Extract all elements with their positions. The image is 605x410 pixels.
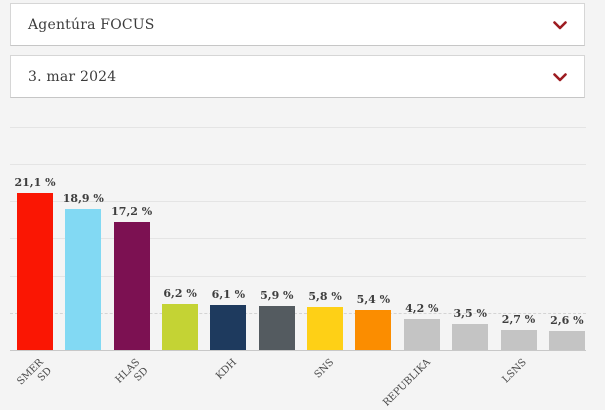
x-axis-label-hlas-sd: HLAS SD	[113, 357, 151, 386]
bar-unlabeled-2[interactable]	[65, 209, 102, 350]
date-select[interactable]: 3. mar 2024	[10, 55, 585, 98]
bar-value-label: 2,6 %	[550, 313, 584, 327]
x-axis-label-sns: SNS	[312, 357, 336, 381]
bar-unlabeled-6[interactable]	[258, 306, 295, 350]
x-axis-line	[10, 350, 586, 351]
bar-kdh[interactable]	[210, 304, 247, 350]
bar-unlabeled-12[interactable]	[548, 330, 585, 350]
bar-value-label: 5,8 %	[308, 289, 342, 303]
gridline-20pct	[10, 201, 586, 202]
bar-value-label: 2,7 %	[501, 312, 536, 326]
gridline-10pct	[10, 276, 586, 277]
bar-value-label: 17,2 %	[111, 204, 153, 218]
agency-select-value: Agentúra FOCUS	[28, 16, 155, 33]
bar-sns[interactable]	[307, 306, 344, 350]
bar-hlas-sd[interactable]	[113, 221, 150, 350]
x-axis-label-kdh: KDH	[214, 357, 240, 382]
x-axis-label-republika: REPUBLIKA	[380, 357, 433, 409]
bar-value-label: 5,9 %	[260, 289, 294, 302]
bar-unlabeled-10[interactable]	[452, 323, 489, 350]
bar-value-label: 18,9 %	[62, 192, 104, 206]
bar-unlabeled-8[interactable]	[355, 309, 392, 350]
bar-unlabeled-4[interactable]	[162, 303, 199, 350]
chevron-down-icon	[553, 72, 567, 81]
gridline-15pct	[10, 238, 586, 239]
chevron-down-icon	[553, 20, 567, 29]
gridline-25pct	[10, 164, 586, 165]
bar-value-label: 6,2 %	[163, 286, 197, 300]
date-select-value: 3. mar 2024	[28, 68, 117, 85]
bar-value-label: 5,4 %	[356, 292, 391, 306]
bar-smer-sd[interactable]	[17, 192, 53, 350]
threshold-line-5pct	[10, 313, 586, 314]
bar-lsns[interactable]	[500, 329, 537, 350]
gridline-30pct	[10, 127, 586, 128]
agency-select[interactable]: Agentúra FOCUS	[10, 3, 585, 46]
bar-value-label: 21,1 %	[14, 175, 56, 189]
x-axis-label-lsns: LSNS	[500, 357, 530, 386]
bar-value-label: 3,5 %	[453, 306, 487, 320]
bar-value-label: 6,1 %	[211, 287, 246, 301]
x-axis-label-smer-sd: SMER SD	[15, 357, 55, 388]
bar-value-label: 4,2 %	[405, 301, 439, 315]
bar-republika[interactable]	[403, 318, 440, 350]
